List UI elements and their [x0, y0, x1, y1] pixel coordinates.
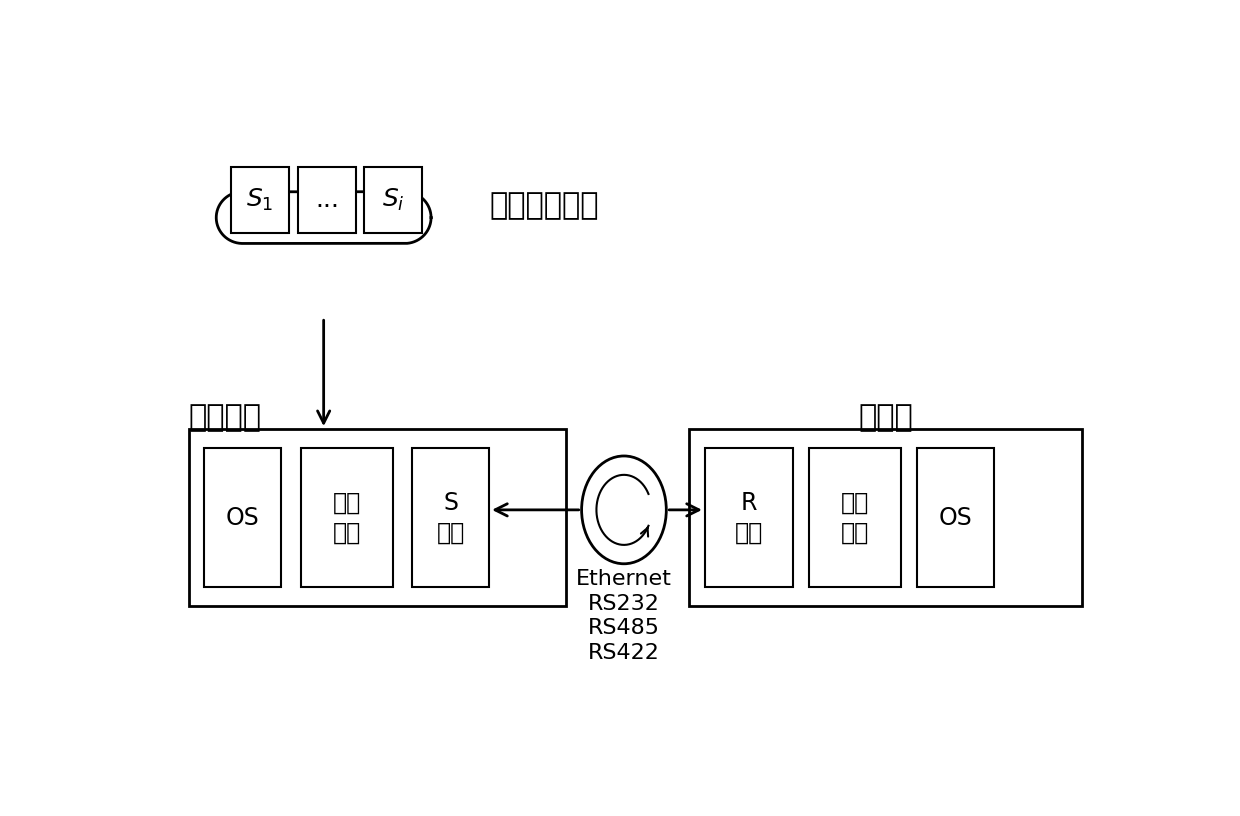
Text: $S_i$: $S_i$	[382, 187, 404, 213]
Text: $S_1$: $S_1$	[247, 187, 274, 213]
Bar	[299, 167, 356, 233]
Bar	[365, 167, 422, 233]
Ellipse shape	[234, 157, 306, 228]
Text: R
接口: R 接口	[735, 490, 763, 544]
Polygon shape	[216, 192, 432, 243]
Ellipse shape	[582, 456, 666, 564]
Text: ...: ...	[315, 188, 339, 212]
Bar	[412, 448, 490, 587]
Text: RS422: RS422	[588, 643, 660, 663]
Bar	[300, 448, 393, 587]
Text: Ethernet: Ethernet	[577, 570, 672, 589]
Bar	[231, 167, 289, 233]
Bar	[205, 448, 281, 587]
Text: 基础
功能: 基础 功能	[332, 490, 361, 544]
Text: OS: OS	[939, 506, 972, 530]
Bar	[188, 429, 567, 606]
Text: 控制
程序: 控制 程序	[841, 490, 869, 544]
Ellipse shape	[351, 170, 410, 228]
Text: OS: OS	[226, 506, 259, 530]
Ellipse shape	[316, 153, 383, 220]
Bar	[916, 448, 993, 587]
Ellipse shape	[228, 177, 419, 273]
Bar	[704, 448, 794, 587]
Bar	[808, 448, 901, 587]
Text: RS485: RS485	[588, 619, 660, 638]
Text: S
接口: S 接口	[436, 490, 465, 544]
Text: RS232: RS232	[588, 594, 660, 614]
Ellipse shape	[272, 144, 347, 218]
Text: 管理装置: 管理装置	[188, 403, 262, 432]
Text: 云端管理系统: 云端管理系统	[490, 191, 599, 220]
Ellipse shape	[378, 192, 432, 243]
Bar	[689, 429, 1083, 606]
Ellipse shape	[216, 192, 269, 243]
Text: 控制器: 控制器	[858, 403, 913, 432]
